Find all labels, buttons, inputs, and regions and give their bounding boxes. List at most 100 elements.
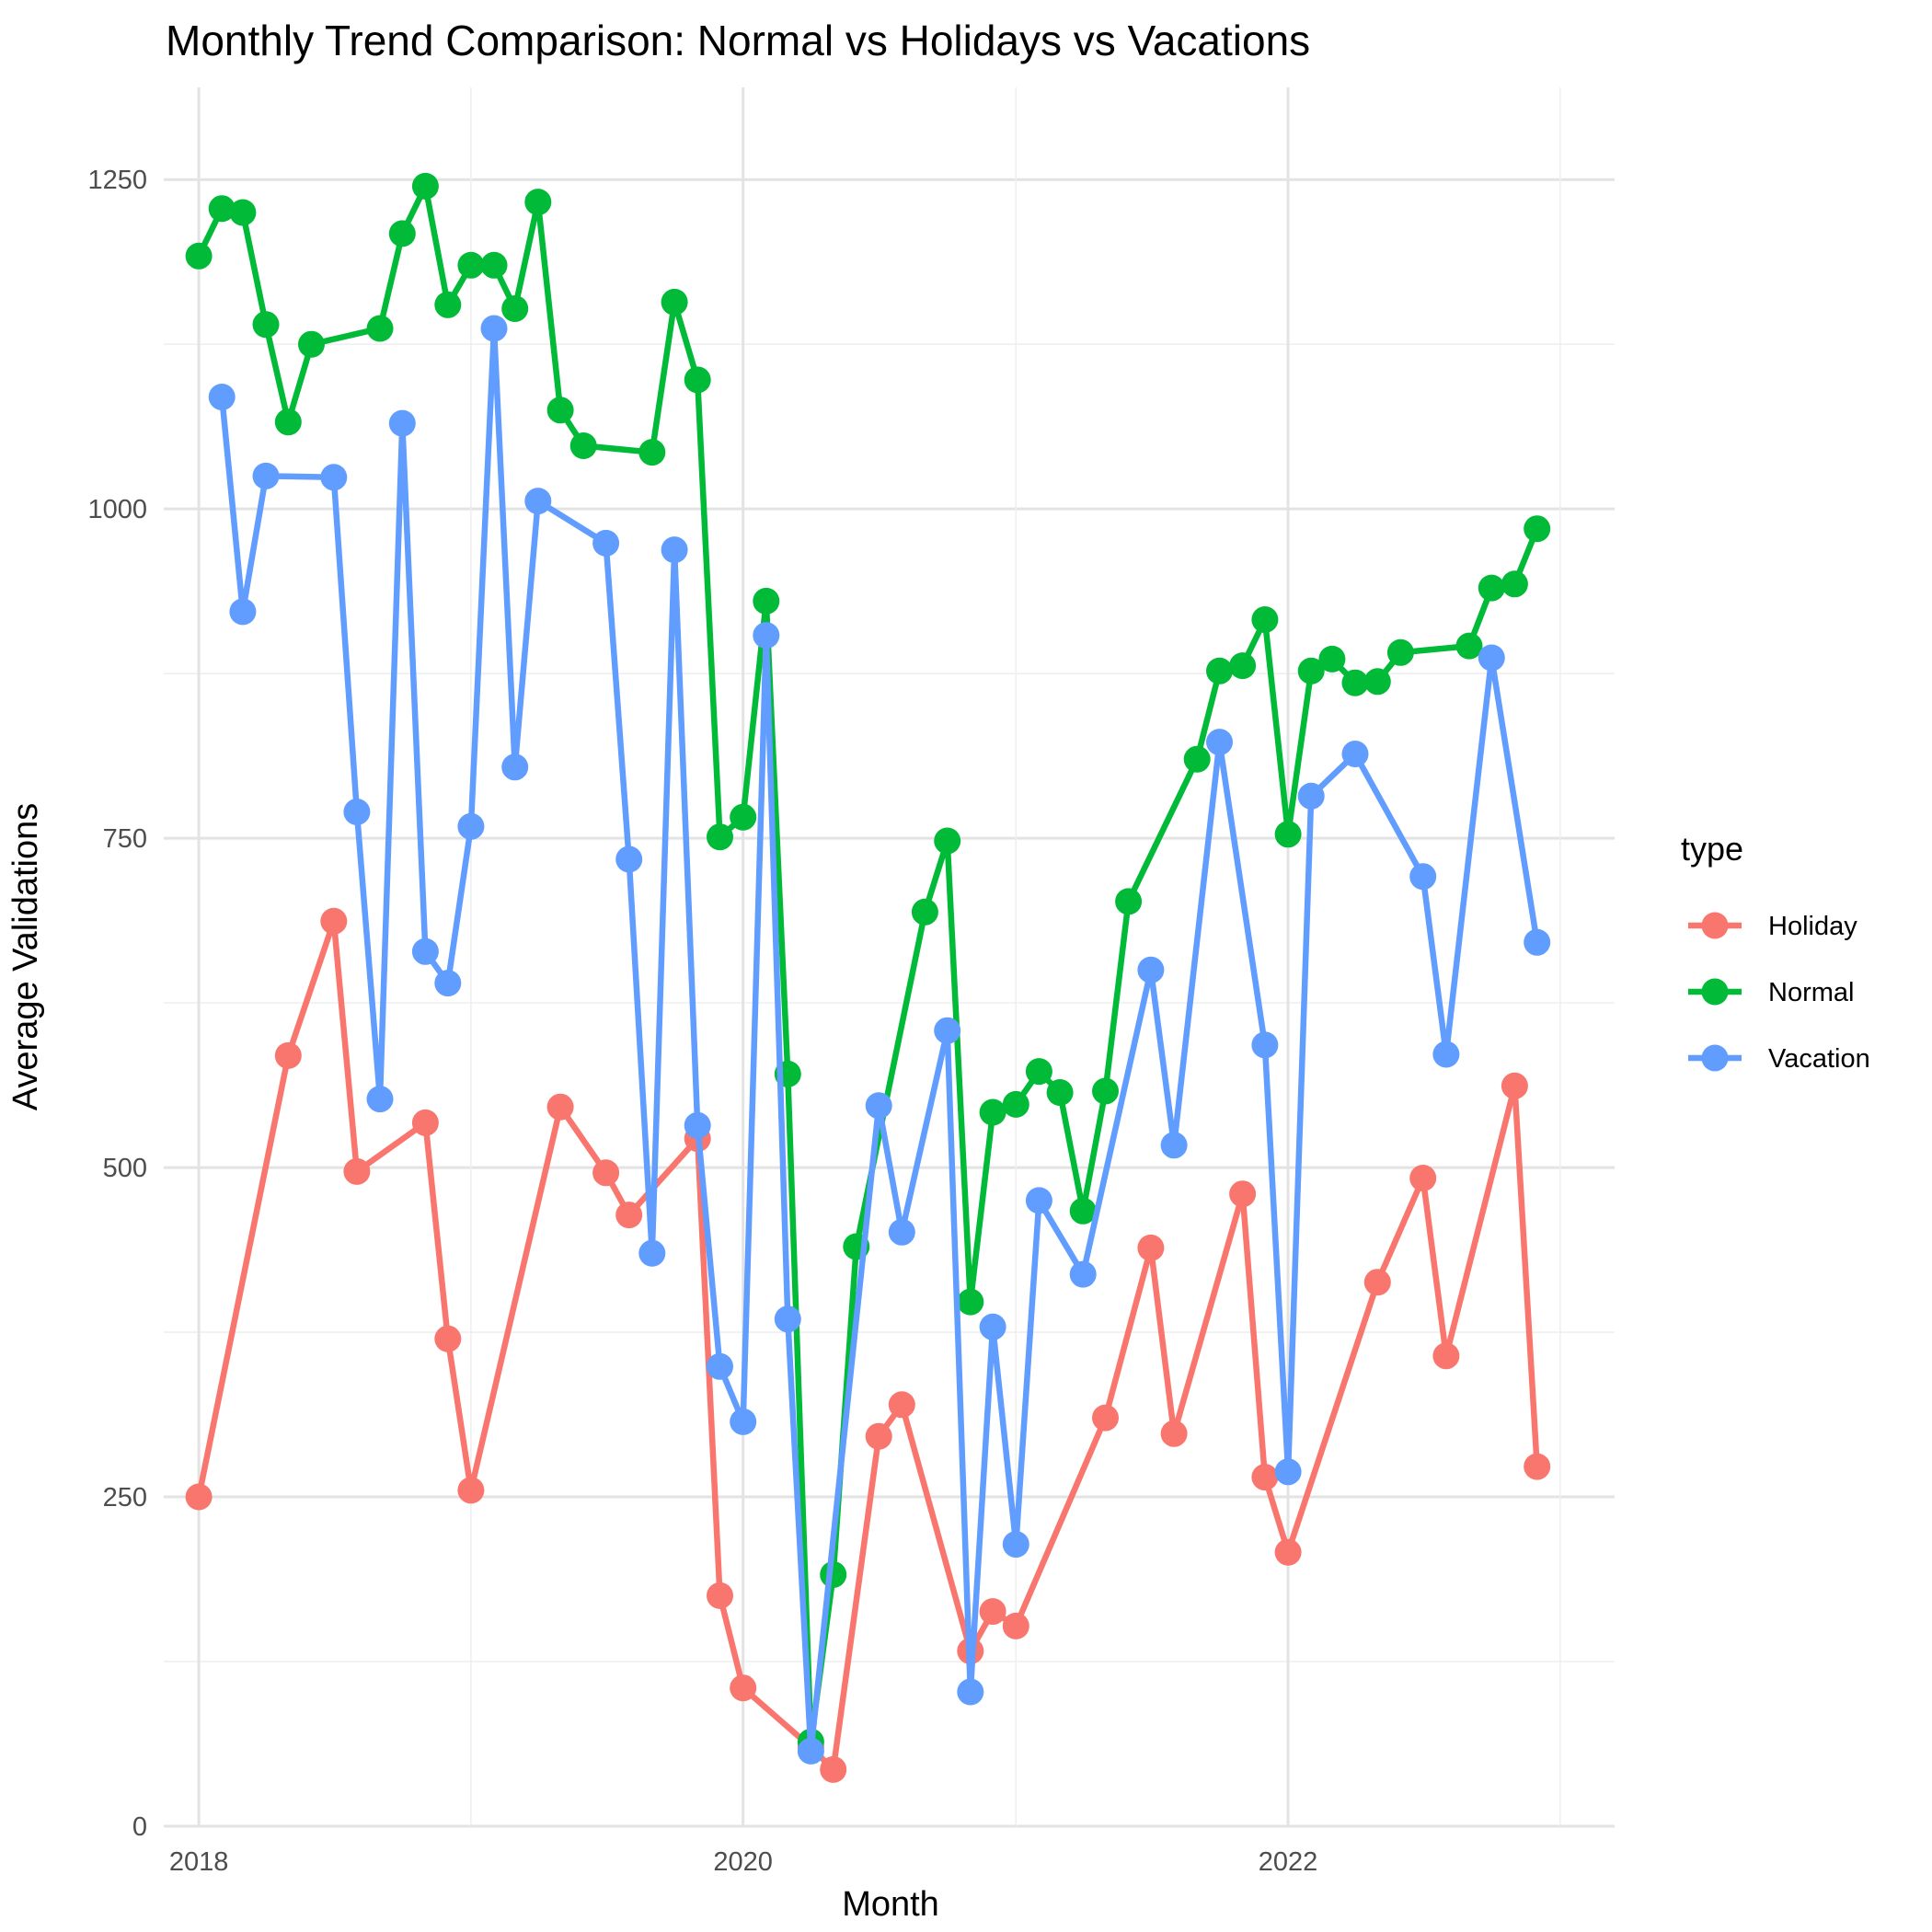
data-point-holiday [615, 1202, 643, 1229]
data-point-holiday [546, 1093, 574, 1121]
data-point-normal [1297, 657, 1325, 684]
data-point-holiday [1092, 1404, 1119, 1432]
data-point-normal [388, 220, 416, 247]
legend: type Holiday Normal Vacation [1681, 830, 1870, 1074]
data-point-normal [1363, 668, 1391, 696]
data-point-holiday [1229, 1180, 1257, 1208]
data-point-normal [229, 199, 257, 226]
data-point-vacation [434, 970, 462, 997]
x-tick-label: 2020 [713, 1847, 773, 1877]
data-point-holiday [888, 1391, 915, 1419]
data-point-normal [1478, 574, 1505, 602]
y-axis-ticks: 0 250 500 750 1000 1250 [87, 166, 147, 1842]
x-tick-label: 2022 [1259, 1847, 1318, 1877]
legend-key-point-holiday [1701, 912, 1729, 939]
data-point-vacation [979, 1313, 1006, 1340]
data-point-normal [1318, 645, 1346, 673]
data-point-vacation [252, 462, 280, 489]
data-point-vacation [730, 1408, 757, 1435]
data-point-holiday [592, 1159, 620, 1187]
data-point-normal [208, 195, 236, 223]
data-point-vacation [320, 464, 348, 491]
data-point-normal [1183, 745, 1211, 773]
data-point-normal [1251, 606, 1279, 633]
data-point-vacation [1069, 1260, 1097, 1288]
legend-item-vacation: Vacation [1688, 1044, 1870, 1074]
series-line-holiday [195, 918, 1540, 1773]
data-point-normal [661, 288, 688, 316]
chart-title: Monthly Trend Comparison: Normal vs Holi… [166, 17, 1310, 64]
data-point-holiday [1137, 1234, 1165, 1261]
data-point-vacation [1524, 928, 1551, 956]
grid [164, 87, 1615, 1828]
data-point-normal [1274, 821, 1302, 848]
data-point-normal [979, 1098, 1006, 1126]
data-point-vacation [208, 384, 236, 410]
data-point-normal [753, 587, 780, 615]
data-point-normal [1002, 1090, 1029, 1118]
data-point-vacation [865, 1092, 892, 1120]
data-point-normal [730, 803, 757, 831]
data-point-normal [934, 827, 961, 855]
data-point-vacation [1478, 644, 1505, 672]
data-point-normal [298, 330, 325, 358]
data-point-vacation [457, 812, 485, 840]
y-tick-label: 500 [103, 1154, 147, 1183]
data-point-normal [1092, 1077, 1119, 1105]
data-point-holiday [707, 1581, 733, 1609]
data-point-vacation [1160, 1132, 1188, 1159]
legend-key-point-normal [1701, 978, 1729, 1006]
data-point-vacation [1274, 1458, 1302, 1486]
data-point-normal [1069, 1197, 1097, 1225]
data-point-vacation [501, 753, 529, 781]
data-point-normal [524, 189, 552, 216]
data-point-vacation [1432, 1041, 1460, 1068]
data-point-normal [1386, 638, 1414, 666]
data-point-vacation [797, 1737, 824, 1765]
legend-label-vacation: Vacation [1768, 1044, 1870, 1074]
data-point-vacation [1341, 741, 1369, 767]
data-point-normal [252, 311, 280, 339]
data-point-vacation [366, 1086, 394, 1113]
data-point-vacation [1409, 863, 1437, 891]
data-point-holiday [1501, 1072, 1528, 1099]
data-point-holiday [979, 1598, 1006, 1626]
y-tick-label: 1000 [87, 495, 147, 524]
data-point-holiday [730, 1674, 757, 1702]
data-point-vacation [888, 1218, 915, 1246]
data-point-vacation [638, 1239, 666, 1267]
data-point-normal [457, 251, 485, 279]
x-axis-title: Month [842, 1885, 939, 1924]
data-point-holiday [820, 1755, 847, 1783]
y-axis-title: Average Validations [6, 803, 45, 1111]
data-point-vacation [388, 409, 416, 437]
data-point-holiday [865, 1422, 892, 1450]
data-point-holiday [320, 907, 348, 935]
legend-item-holiday: Holiday [1688, 912, 1857, 941]
data-point-vacation [615, 845, 643, 873]
series-holiday [185, 907, 1551, 1783]
data-point-vacation [1025, 1187, 1052, 1214]
data-point-normal [366, 315, 394, 342]
legend-key-point-vacation [1701, 1044, 1729, 1072]
data-point-normal [707, 823, 733, 851]
data-point-normal [638, 439, 666, 466]
data-point-vacation [957, 1678, 984, 1706]
data-point-vacation [480, 315, 508, 342]
x-tick-label: 2018 [169, 1847, 229, 1877]
data-point-normal [1046, 1079, 1074, 1106]
data-point-normal [501, 295, 529, 322]
data-point-normal [411, 172, 439, 200]
data-point-holiday [411, 1109, 439, 1136]
data-point-holiday [274, 1041, 302, 1069]
y-tick-label: 250 [103, 1483, 147, 1512]
data-point-holiday [434, 1325, 462, 1352]
data-point-normal [274, 408, 302, 436]
data-point-vacation [684, 1111, 711, 1139]
legend-items: Holiday Normal Vacation [1688, 912, 1870, 1074]
legend-label-normal: Normal [1768, 978, 1854, 1007]
legend-item-normal: Normal [1688, 978, 1854, 1007]
data-point-normal [1524, 515, 1551, 543]
data-point-normal [1206, 657, 1233, 684]
